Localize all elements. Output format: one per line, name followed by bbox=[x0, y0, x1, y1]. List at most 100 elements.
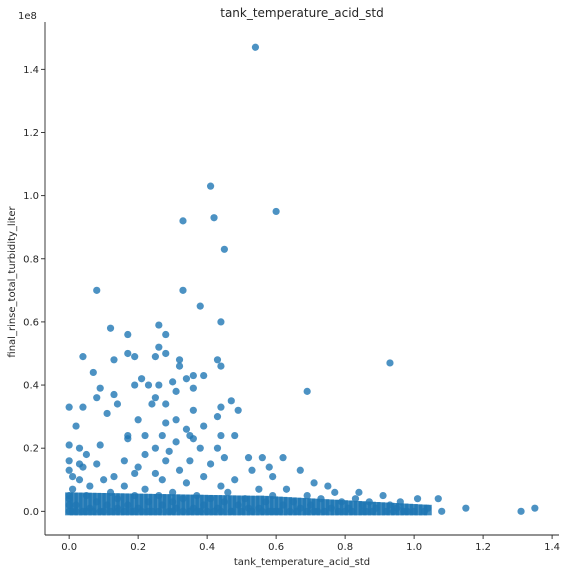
data-point bbox=[324, 482, 332, 490]
data-point bbox=[241, 495, 249, 503]
data-point bbox=[310, 479, 318, 487]
data-point bbox=[224, 488, 232, 496]
data-point bbox=[120, 457, 128, 465]
dense-point-cluster bbox=[302, 498, 311, 516]
data-point bbox=[165, 447, 173, 455]
dense-point-cluster bbox=[97, 492, 106, 516]
data-point bbox=[386, 359, 394, 367]
dense-point-cluster bbox=[83, 492, 92, 516]
y-tick-label: 0.4 bbox=[23, 381, 39, 392]
data-point bbox=[517, 507, 525, 515]
x-tick-label: 0.0 bbox=[61, 542, 77, 553]
data-point bbox=[282, 485, 291, 493]
data-point bbox=[65, 466, 73, 474]
y-axis-label: final_rinse_total_turbidity_liter bbox=[7, 206, 18, 358]
data-point bbox=[396, 498, 404, 506]
dense-point-cluster bbox=[116, 493, 125, 516]
data-point bbox=[151, 444, 159, 452]
data-point bbox=[110, 472, 118, 481]
data-point bbox=[400, 507, 408, 515]
x-tick-label: 1.2 bbox=[475, 542, 491, 553]
data-point bbox=[213, 356, 222, 364]
data-point bbox=[217, 507, 225, 515]
data-point bbox=[134, 463, 142, 471]
dense-point-cluster bbox=[223, 495, 232, 516]
data-point bbox=[82, 507, 90, 515]
dense-point-cluster bbox=[228, 495, 237, 516]
data-point bbox=[293, 507, 301, 515]
data-point bbox=[134, 416, 142, 424]
data-point bbox=[248, 466, 256, 474]
x-tick-label: 1.0 bbox=[406, 542, 422, 553]
data-point bbox=[151, 469, 159, 478]
data-point bbox=[303, 507, 311, 515]
data-point bbox=[68, 507, 77, 515]
data-point bbox=[258, 507, 266, 515]
dense-point-cluster bbox=[321, 499, 330, 516]
dense-point-cluster bbox=[270, 496, 279, 516]
data-point bbox=[334, 507, 342, 515]
data-point bbox=[182, 375, 191, 383]
data-point bbox=[162, 349, 170, 358]
data-point bbox=[265, 463, 273, 471]
data-point bbox=[82, 491, 90, 500]
y-offset-text: 1e8 bbox=[18, 11, 37, 22]
dense-point-cluster bbox=[414, 504, 423, 516]
data-point bbox=[438, 507, 446, 515]
data-point bbox=[65, 403, 73, 411]
data-point bbox=[289, 498, 297, 506]
data-point bbox=[227, 507, 235, 515]
data-point bbox=[358, 507, 366, 515]
dense-point-cluster bbox=[148, 493, 157, 516]
data-point bbox=[217, 318, 225, 326]
data-point bbox=[365, 498, 373, 506]
data-point bbox=[186, 457, 194, 465]
data-point bbox=[144, 507, 153, 515]
data-point bbox=[258, 454, 266, 462]
data-point bbox=[213, 444, 222, 452]
dense-point-cluster bbox=[316, 498, 325, 516]
data-point bbox=[106, 507, 115, 515]
y-tick-label: 1.2 bbox=[23, 128, 39, 139]
dense-point-cluster bbox=[260, 495, 269, 516]
data-point bbox=[106, 324, 115, 332]
dense-point-cluster bbox=[107, 493, 116, 516]
data-point bbox=[93, 394, 101, 402]
data-point bbox=[131, 491, 139, 500]
data-point bbox=[234, 406, 242, 414]
data-point bbox=[348, 507, 356, 515]
data-point bbox=[172, 387, 180, 395]
data-point bbox=[65, 501, 73, 509]
data-point bbox=[93, 286, 101, 294]
data-point bbox=[434, 495, 442, 503]
data-point bbox=[179, 286, 187, 294]
data-point bbox=[327, 504, 335, 512]
data-point bbox=[193, 507, 201, 515]
dense-point-cluster bbox=[139, 493, 148, 516]
data-point bbox=[172, 416, 180, 424]
y-tick-label: 1.4 bbox=[23, 65, 39, 76]
data-point bbox=[189, 384, 197, 392]
data-point bbox=[155, 321, 163, 329]
data-point bbox=[320, 507, 329, 515]
data-point bbox=[179, 217, 187, 225]
data-point bbox=[255, 485, 263, 493]
data-point bbox=[179, 495, 187, 503]
data-point bbox=[279, 454, 287, 462]
data-point bbox=[86, 482, 94, 490]
dense-point-cluster bbox=[153, 494, 162, 516]
data-point bbox=[158, 431, 166, 440]
data-point bbox=[462, 504, 470, 512]
data-point bbox=[269, 507, 277, 515]
data-point bbox=[169, 378, 177, 386]
data-point bbox=[72, 501, 80, 509]
data-point bbox=[189, 371, 197, 380]
data-point bbox=[162, 400, 170, 408]
data-point bbox=[193, 491, 201, 500]
y-tick-label: 0.0 bbox=[23, 507, 39, 518]
dense-point-cluster bbox=[274, 496, 283, 516]
data-point bbox=[272, 207, 280, 216]
dense-point-cluster bbox=[176, 494, 185, 516]
dense-point-cluster bbox=[311, 498, 320, 516]
data-point bbox=[351, 495, 360, 503]
